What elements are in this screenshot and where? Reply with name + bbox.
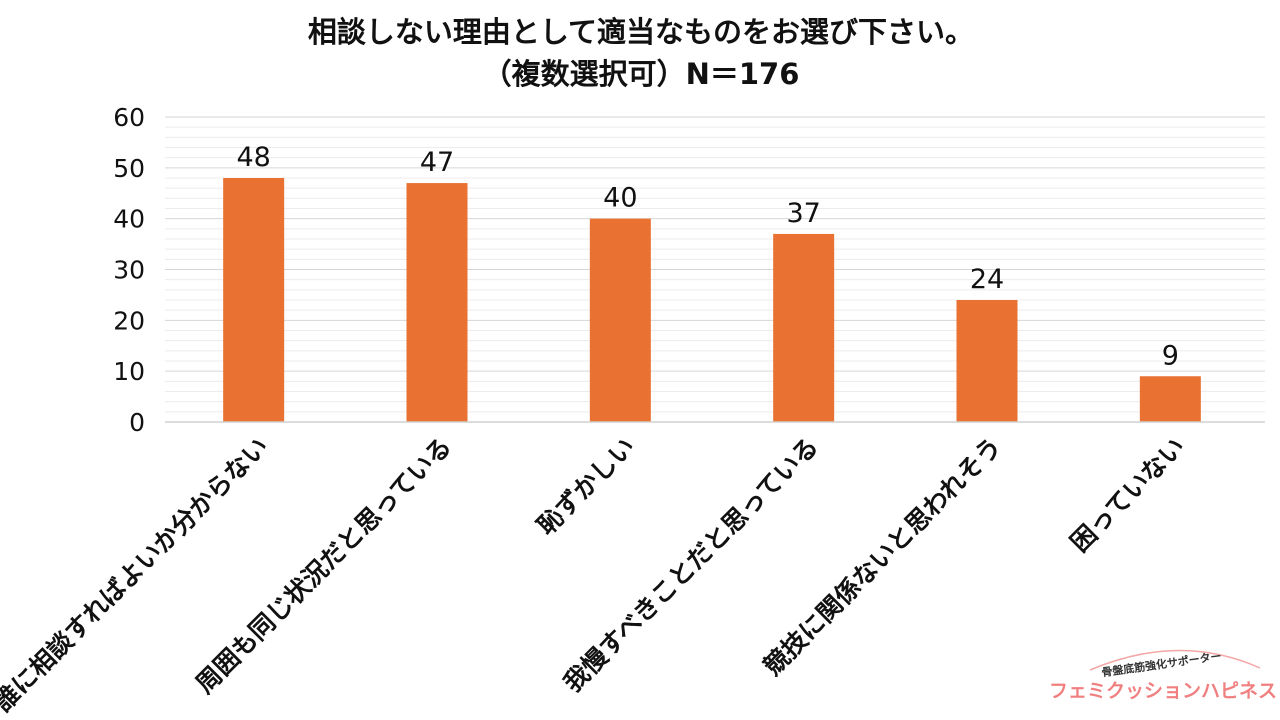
bar [589,218,651,422]
chart-title: 相談しない理由として適当なものをお選び下さい。 [308,15,974,49]
bars [223,178,1201,422]
bar [406,183,468,422]
y-tick-label: 20 [113,306,145,335]
y-tick-label: 40 [113,205,145,234]
y-tick-label: 30 [113,256,145,285]
y-tick-label: 10 [113,357,145,386]
category-label: 困っていない [1065,432,1191,558]
data-label: 40 [603,183,637,214]
y-tick-label: 0 [129,408,145,437]
data-label: 48 [236,142,270,173]
bar [1139,376,1201,422]
y-tick-label: 50 [113,154,145,183]
data-labels: 48 47 40 37 24 9 [236,142,1178,371]
data-label: 47 [420,147,454,178]
logo-tagline: 骨盤底筋強化サポーター [1101,649,1223,680]
bar [773,233,835,422]
y-axis-ticks: 0 10 20 30 40 50 60 [113,103,145,437]
gridlines [165,116,1265,413]
y-tick-label: 60 [113,103,145,132]
data-label: 24 [970,264,1004,295]
chart-subtitle: （複数選択可）N＝176 [483,57,800,91]
bar [956,300,1018,422]
category-label: 恥ずかしい [532,432,641,541]
logo-name: フェミクッションハピネス [1049,680,1277,702]
logo-arc [1089,649,1261,671]
brand-logo: 骨盤底筋強化サポーター フェミクッションハピネス [1049,649,1277,702]
data-label: 9 [1162,340,1179,371]
data-label: 37 [786,198,820,229]
bar [223,178,285,422]
